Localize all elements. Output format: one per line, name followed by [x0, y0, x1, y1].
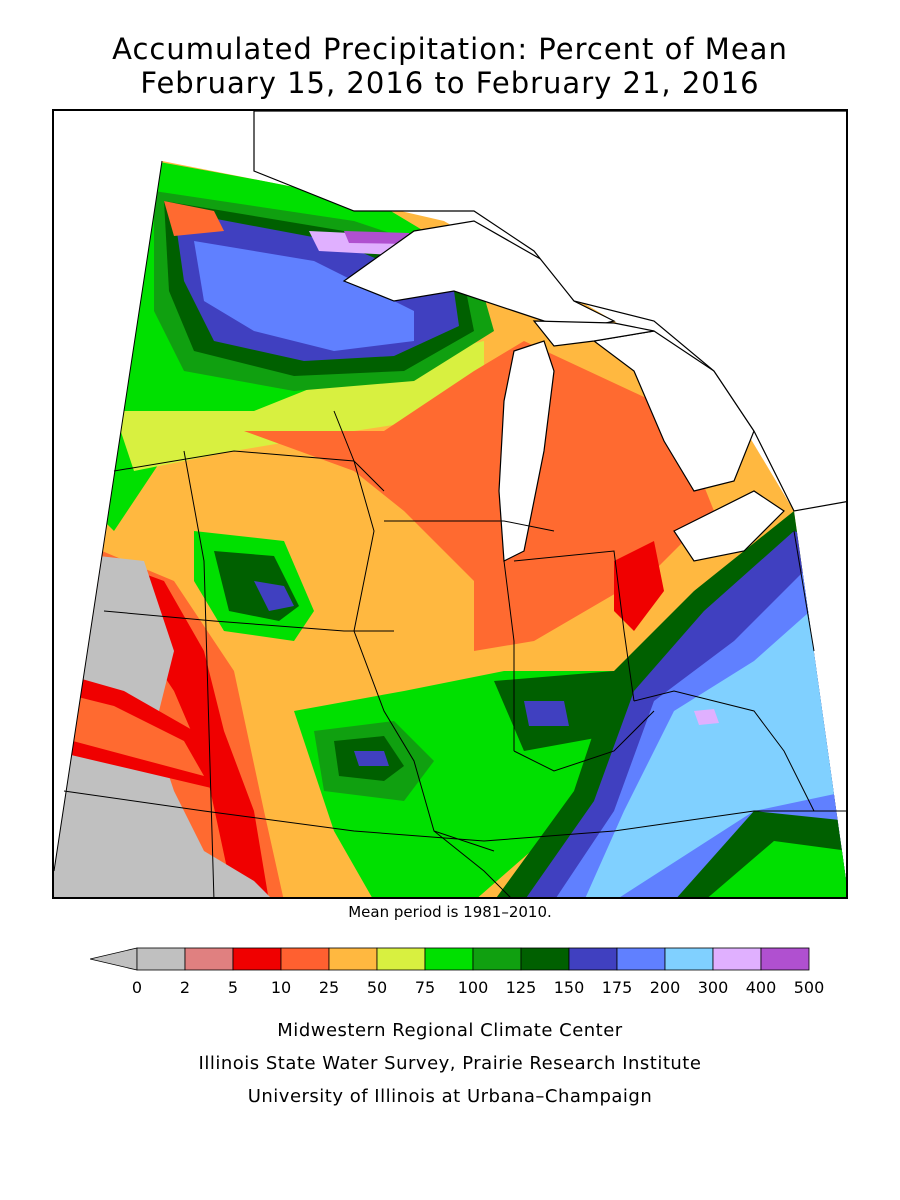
border-line-7 — [503, 560, 515, 751]
state-borders — [63, 410, 846, 897]
legend-swatch — [616, 947, 666, 971]
border-line-3 — [63, 790, 846, 842]
legend-tick-label: 200 — [649, 978, 681, 997]
legend-tick-label: 175 — [601, 978, 633, 997]
north-purple — [344, 231, 409, 244]
west-orange-strip — [54, 691, 204, 776]
mi-red-spot — [614, 541, 664, 631]
north-land — [253, 111, 846, 512]
border-line-8 — [513, 550, 635, 702]
legend-tick-label: 100 — [457, 978, 489, 997]
east-lightblue — [584, 581, 846, 897]
legend-swatch — [712, 947, 762, 971]
precipitation-map — [52, 109, 848, 899]
legend-tick-label: 125 — [505, 978, 537, 997]
ia-darkblue — [254, 581, 294, 611]
west-gray-zone — [54, 551, 274, 897]
legend-swatch — [232, 947, 282, 971]
border-line-11 — [513, 710, 655, 772]
map-date-range: February 15, 2016 to February 21, 2016 — [140, 66, 760, 100]
west-red-band — [54, 541, 269, 897]
legend-bar — [90, 947, 810, 971]
in-darkblue — [524, 701, 569, 726]
legend-swatch — [136, 947, 186, 971]
border-line-9 — [633, 690, 815, 812]
lake-michigan — [498, 340, 555, 562]
border-line-1 — [113, 450, 385, 492]
legend-tick-label: 50 — [366, 978, 388, 997]
map-canvas — [54, 111, 846, 897]
border-line-6 — [384, 520, 555, 532]
border-line-4 — [183, 450, 215, 897]
legend-swatch — [760, 947, 810, 971]
legend-tick-label: 75 — [414, 978, 436, 997]
legend-swatch — [184, 947, 234, 971]
lake-superior — [342, 220, 616, 332]
credit-isws: Illinois State Water Survey, Prairie Res… — [198, 1053, 702, 1074]
legend-swatch — [376, 947, 426, 971]
credit-uiuc: University of Illinois at Urbana–Champai… — [247, 1086, 653, 1107]
credit-mrcc: Midwestern Regional Climate Center — [277, 1020, 623, 1041]
michigan-upper — [532, 320, 655, 347]
legend-swatch — [280, 947, 330, 971]
color-legend: 0 2 5 10 25 50 75 100 125 150 175 200 300 400 500 — [90, 946, 824, 1006]
legend-tick-label: 150 — [553, 978, 585, 997]
border-line-10 — [793, 530, 815, 652]
border-line-2 — [103, 610, 394, 632]
legend-tick-label: 400 — [745, 978, 777, 997]
border-line-12 — [433, 830, 511, 897]
legend-swatch — [520, 947, 570, 971]
legend-tick-label: 0 — [131, 978, 143, 997]
legend-swatch — [328, 947, 378, 971]
legend-tick-label: 500 — [793, 978, 825, 997]
legend-tick-label: 2 — [179, 978, 191, 997]
legend-tick-label: 10 — [270, 978, 292, 997]
legend-tick-label: 5 — [227, 978, 239, 997]
ky-lavender-spot — [694, 709, 719, 725]
nw-orange-blob — [164, 201, 224, 236]
south-darkblue-blob — [354, 751, 389, 766]
lake-erie — [673, 490, 785, 562]
legend-tick-label: 300 — [697, 978, 729, 997]
north-blue — [194, 241, 414, 351]
region-outline — [54, 160, 163, 872]
central-orange-band — [244, 341, 714, 651]
legend-swatch — [472, 947, 522, 971]
legend-arrow — [90, 947, 138, 971]
legend-swatch — [568, 947, 618, 971]
great-lakes — [253, 111, 846, 562]
se-green-wedge — [704, 841, 846, 897]
legend-swatch — [424, 947, 474, 971]
mean-period-note: Mean period is 1981–2010. — [348, 903, 552, 921]
map-title: Accumulated Precipitation: Percent of Me… — [112, 32, 788, 66]
legend-tick-label: 25 — [318, 978, 340, 997]
legend-swatch — [664, 947, 714, 971]
border-line-5 — [333, 410, 495, 852]
